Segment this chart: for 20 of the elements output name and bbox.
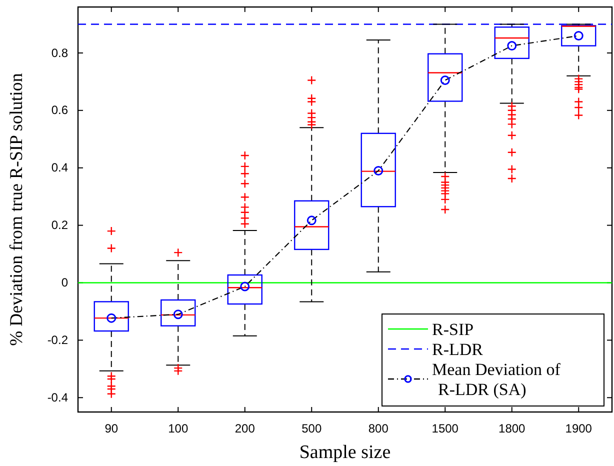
y-tick-label: 0 <box>61 276 68 290</box>
x-tick-label: 100 <box>168 422 188 436</box>
y-tick-label: -0.2 <box>47 333 68 348</box>
x-tick-label: 1800 <box>498 422 526 436</box>
x-tick-label: 800 <box>368 422 389 436</box>
x-tick-label: 500 <box>302 422 322 436</box>
y-tick-label: 0.6 <box>51 103 68 118</box>
x-axis-title: Sample size <box>299 442 391 463</box>
y-tick-label: 0.4 <box>51 160 68 175</box>
legend-label: Mean Deviation of R-LDR (SA) <box>432 360 561 399</box>
y-tick-label: -0.4 <box>47 390 68 404</box>
x-tick-label: 90 <box>104 422 118 436</box>
x-tick-label: 200 <box>234 422 256 436</box>
x-tick-label: 1900 <box>565 422 592 436</box>
y-axis-title: % Deviation from true R-SIP solution <box>6 73 26 346</box>
y-tick-label: 0.8 <box>51 46 68 60</box>
y-tick-label: 0.2 <box>51 218 68 232</box>
legend-label: R-SIP <box>432 320 474 339</box>
legend-label: R-LDR <box>432 340 484 359</box>
x-tick-label: 1500 <box>432 422 459 436</box>
